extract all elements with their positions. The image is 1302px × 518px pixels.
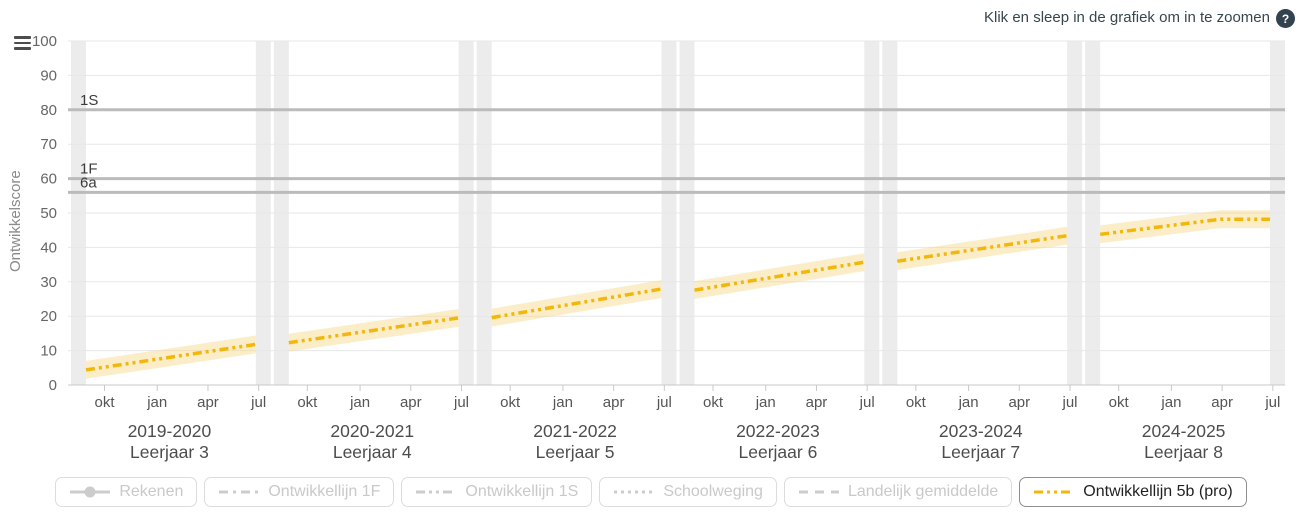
- month-label: jan: [1160, 394, 1181, 411]
- year-label: 2024-2025: [1142, 421, 1226, 441]
- chart-legend: Rekenen Ontwikkellijn 1F Ontwikkellijn 1S S…: [0, 477, 1302, 507]
- y-tick-label: 40: [40, 239, 57, 256]
- month-label: jul: [453, 394, 469, 411]
- series-line-ontwikkellijn-5b-pro-: [897, 233, 1068, 263]
- year-label: 2021-2022: [533, 421, 617, 441]
- leerjaar-label: Leerjaar 4: [333, 442, 412, 462]
- month-label: okt: [703, 394, 724, 411]
- reference-line-label: 1F: [80, 161, 98, 178]
- reference-line-label: 1S: [80, 92, 98, 109]
- zoom-hint-text: Klik en sleep in de grafiek om in te zoo…: [984, 9, 1270, 26]
- burger-bar: [14, 41, 31, 44]
- year-label: 2019-2020: [128, 421, 212, 441]
- legend-item-ontwikkellijn-5b-pro-[interactable]: Ontwikkellijn 5b (pro): [1019, 477, 1247, 507]
- leerjaar-label: Leerjaar 8: [1144, 442, 1223, 462]
- line-circle-marker-icon: [70, 486, 111, 498]
- month-label: okt: [906, 394, 927, 411]
- month-label: apr: [1211, 394, 1233, 411]
- burger-bar: [14, 36, 31, 39]
- leerjaar-label: Leerjaar 7: [941, 442, 1020, 462]
- series-confidence-band: [1100, 210, 1270, 244]
- legend-item-label: Ontwikkellijn 1F: [268, 483, 381, 500]
- y-tick-label: 100: [32, 33, 57, 50]
- month-label: apr: [197, 394, 219, 411]
- y-tick-label: 80: [40, 102, 57, 119]
- month-label: jan: [755, 394, 776, 411]
- series-line-ontwikkellijn-5b-pro-: [491, 287, 662, 320]
- month-label: jan: [958, 394, 979, 411]
- leerjaar-label: Leerjaar 3: [130, 442, 209, 462]
- month-label: jul: [859, 394, 875, 411]
- y-tick-label: 70: [40, 136, 57, 153]
- month-label: okt: [297, 394, 318, 411]
- legend-item-ontwikkellijn-1s[interactable]: Ontwikkellijn 1S: [401, 477, 593, 507]
- month-label: jan: [349, 394, 370, 411]
- month-label: jan: [552, 394, 573, 411]
- year-label: 2022-2023: [736, 421, 820, 441]
- month-label: jul: [656, 394, 672, 411]
- reference-line-label: 6a: [80, 174, 97, 191]
- leerjaar-label: Leerjaar 6: [739, 442, 818, 462]
- burger-bar: [14, 47, 31, 50]
- dash-dot-dot-marker-icon: [1034, 490, 1075, 494]
- y-tick-label: 10: [40, 343, 57, 360]
- month-label: apr: [400, 394, 422, 411]
- year-label: 2020-2021: [330, 421, 414, 441]
- y-tick-label: 20: [40, 308, 57, 325]
- legend-item-label: Landelijk gemiddelde: [847, 483, 999, 500]
- dashes-marker-icon: [798, 490, 839, 494]
- dash-dot-marker-icon: [219, 490, 260, 494]
- series-line-ontwikkellijn-5b-pro-: [694, 260, 865, 292]
- y-tick-label: 30: [40, 274, 57, 291]
- legend-item-label: Rekenen: [119, 483, 184, 500]
- help-icon[interactable]: ?: [1276, 9, 1295, 28]
- month-label: okt: [1109, 394, 1130, 411]
- dots-marker-icon: [614, 490, 655, 494]
- leerjaar-label: Leerjaar 5: [536, 442, 615, 462]
- chart-context-menu-icon[interactable]: [14, 36, 31, 53]
- month-label: jul: [1061, 394, 1077, 411]
- legend-item-rekenen[interactable]: Rekenen: [55, 477, 198, 507]
- legend-item-label: Schoolweging: [663, 483, 763, 500]
- series-line-ontwikkellijn-5b-pro-: [1099, 217, 1270, 237]
- month-label: jul: [1264, 394, 1280, 411]
- legend-item-label: Ontwikkellijn 1S: [465, 483, 579, 500]
- legend-item-label: Ontwikkellijn 5b (pro): [1083, 483, 1233, 500]
- dash-dot-dot-marker-icon: [416, 490, 457, 494]
- month-label: okt: [95, 394, 116, 411]
- month-label: jan: [146, 394, 167, 411]
- month-label: apr: [1008, 394, 1030, 411]
- month-label: apr: [603, 394, 625, 411]
- month-label: apr: [806, 394, 828, 411]
- y-axis-title: Ontwikkelscore: [7, 170, 24, 272]
- month-label: jul: [250, 394, 266, 411]
- y-tick-label: 50: [40, 205, 57, 222]
- legend-item-schoolweging[interactable]: Schoolweging: [599, 477, 777, 507]
- y-tick-label: 0: [49, 377, 57, 394]
- y-tick-label: 60: [40, 171, 57, 188]
- series-line-ontwikkellijn-5b-pro-: [288, 316, 459, 345]
- series-line-ontwikkellijn-5b-pro-: [85, 342, 257, 372]
- legend-item-landelijk-gemiddelde[interactable]: Landelijk gemiddelde: [783, 477, 1013, 507]
- month-label: okt: [500, 394, 521, 411]
- ontwikkelscore-chart[interactable]: 0 10 20 30 40 50 60 70 80 90 100 okt jan apr jul 2019-2…: [0, 0, 1302, 466]
- y-tick-label: 90: [40, 67, 57, 84]
- legend-item-ontwikkellijn-1f[interactable]: Ontwikkellijn 1F: [204, 477, 395, 507]
- year-label: 2023-2024: [939, 421, 1023, 441]
